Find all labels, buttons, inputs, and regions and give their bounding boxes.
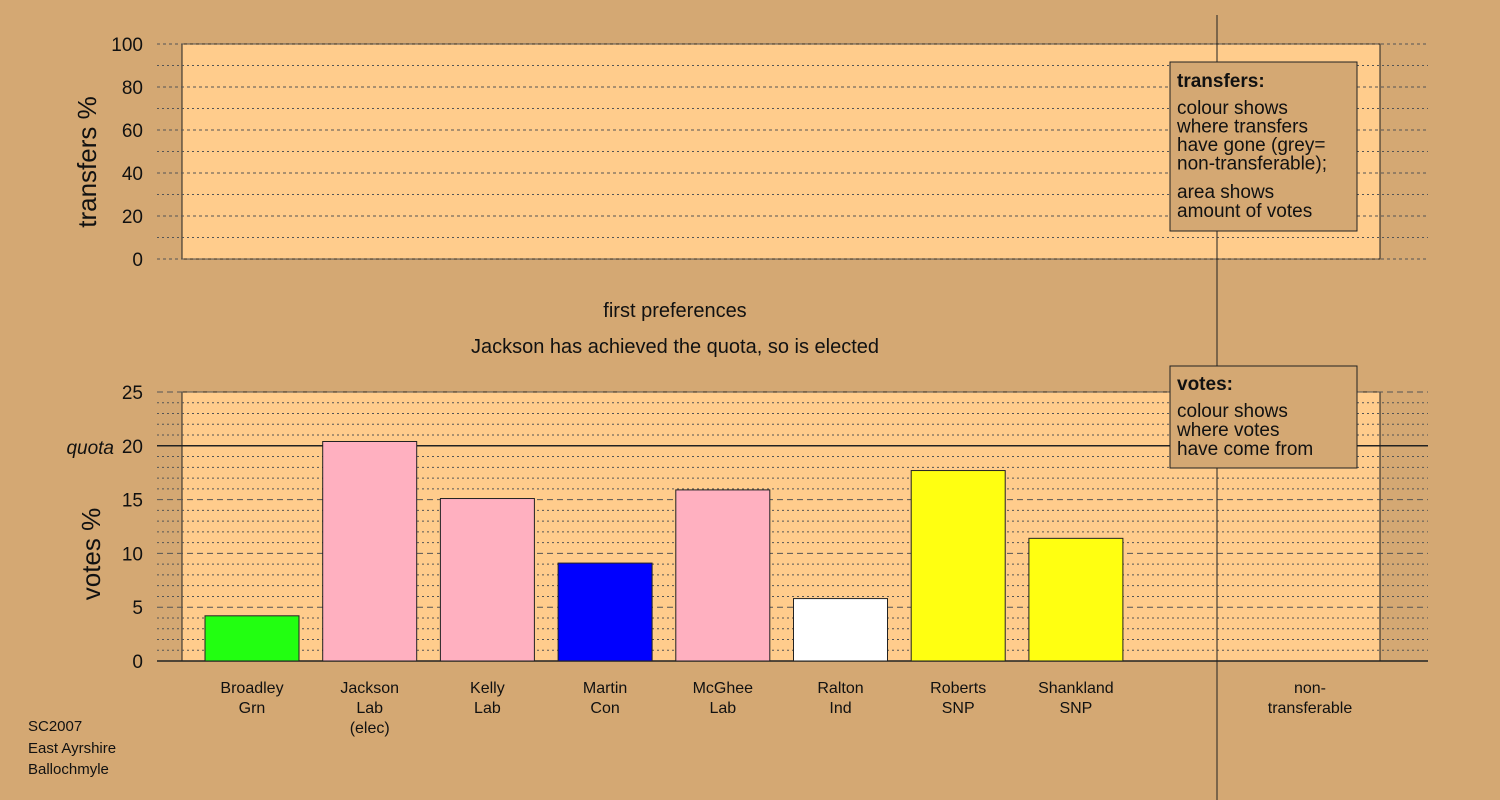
transfers-y-tick-label: 40 (122, 164, 143, 185)
footer-line-1: SC2007 (28, 718, 82, 735)
candidate-label: Ind (829, 700, 851, 717)
transfers-legend-text: colour shows (1177, 98, 1288, 119)
votes-y-tick-label: 5 (132, 598, 143, 619)
candidate-label: Kelly (470, 680, 505, 697)
bar-broadley (204, 615, 300, 662)
transfers-y-tick-label: 60 (122, 121, 143, 142)
stage-title: first preferences (603, 300, 746, 322)
votes-y-tick-label: 20 (122, 437, 143, 458)
candidate-label: SNP (1059, 700, 1092, 717)
bar-jackson (322, 440, 418, 662)
quota-label: quota (66, 438, 114, 459)
transfers-legend-text: non-transferable); (1177, 154, 1327, 175)
candidate-label: Ralton (817, 680, 863, 697)
candidate-label: Shankland (1038, 680, 1114, 697)
footer-line-2: East Ayrshire (28, 740, 116, 757)
candidate-label: Con (590, 700, 619, 717)
candidate-label: Lab (709, 700, 736, 717)
votes-legend-title: votes: (1177, 374, 1233, 395)
transfers-y-tick-label: 0 (132, 250, 143, 271)
bar-roberts (910, 470, 1006, 662)
candidate-label: (elec) (350, 720, 390, 737)
bar-mcghee (675, 489, 771, 662)
nontransferable-label: transferable (1268, 700, 1353, 717)
transfers-y-axis-title: transfers % (72, 96, 102, 228)
bar-martin (557, 562, 653, 662)
candidate-label: SNP (942, 700, 975, 717)
candidate-label: Broadley (220, 680, 283, 697)
votes-y-tick-label: 10 (122, 544, 143, 565)
votes-y-tick-label: 25 (122, 383, 143, 404)
stage-subtitle: Jackson has achieved the quota, so is el… (471, 336, 879, 358)
footer-line-3: Ballochmyle (28, 761, 109, 778)
transfers-y-tick-label: 80 (122, 78, 143, 99)
transfers-y-tick-label: 100 (111, 35, 143, 56)
candidate-label: Jackson (340, 680, 399, 697)
transfers-legend-text: amount of votes (1177, 201, 1312, 222)
nontransferable-label: non- (1294, 680, 1326, 697)
votes-legend-box (1169, 365, 1358, 469)
transfers-legend-title: transfers: (1177, 71, 1265, 92)
votes-y-tick-label: 0 (132, 652, 143, 673)
candidate-label: Grn (239, 700, 266, 717)
votes-legend-text: colour shows (1177, 401, 1288, 422)
candidate-label: McGhee (693, 680, 754, 697)
votes-y-axis-title: votes % (76, 508, 106, 601)
bar-kelly (439, 498, 535, 662)
transfers-legend-text: where transfers (1176, 117, 1308, 138)
votes-legend-text: have come from (1177, 439, 1313, 460)
transfers-legend-box (1169, 61, 1358, 232)
bar-shankland (1028, 537, 1124, 662)
transfers-y-tick-label: 20 (122, 207, 143, 228)
votes-legend-text: where votes (1176, 420, 1279, 441)
votes-panel: 0 5 10 15 20 25 Broadley Grn Jackson Lab (elec) Ke… (66, 383, 1428, 737)
votes-y-tick-label: 15 (122, 491, 143, 512)
candidate-label: Lab (474, 700, 501, 717)
candidate-label: Roberts (930, 680, 986, 697)
transfers-legend-text: area shows (1177, 182, 1274, 203)
candidate-label: Lab (356, 700, 383, 717)
candidate-label: Martin (583, 680, 627, 697)
transfers-legend-text: have gone (grey= (1177, 135, 1325, 156)
bar-ralton (793, 598, 888, 662)
